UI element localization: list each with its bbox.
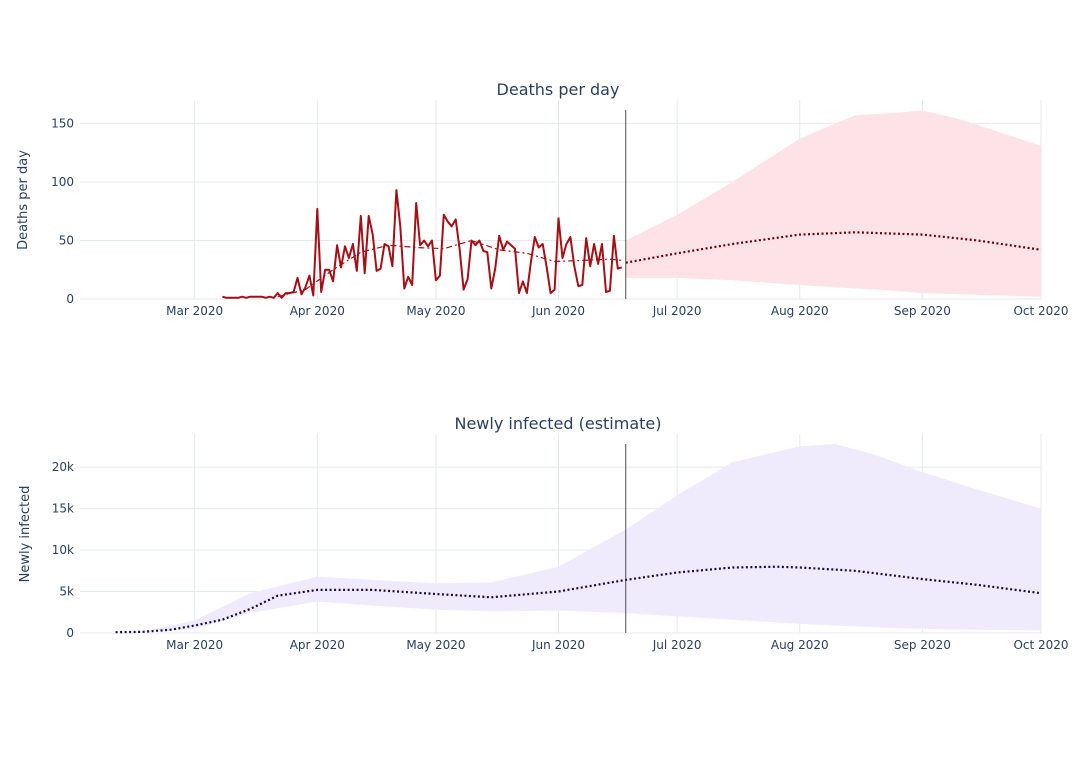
y-axis-title: Newly infected [18,486,33,583]
y-tick-label: 15k [52,502,74,516]
y-tick-label: 5k [59,585,74,599]
x-tick-label: Sep 2020 [894,304,951,318]
observed-deaths-line [222,189,623,299]
plot-area [115,444,1042,634]
x-tick-label: May 2020 [406,638,465,652]
x-tick-label: Jun 2020 [531,304,585,318]
axes: 0 50 100 150 Mar 2020 Apr 2020 May 2020 Jun 202… [51,116,1068,318]
x-tick-label: May 2020 [406,304,465,318]
deaths-chart: Deaths per day Deaths per day 0 50 100 150 M… [16,80,1069,318]
x-tick-label: Mar 2020 [166,638,223,652]
rolling-average-line [277,239,622,298]
x-tick-label: Oct 2020 [1013,304,1068,318]
x-tick-label: Apr 2020 [290,638,345,652]
y-tick-label: 10k [52,543,74,557]
y-tick-label: 150 [51,116,74,130]
chart-title: Newly infected (estimate) [454,414,661,433]
uncertainty-band [143,444,1042,633]
chart-title: Deaths per day [497,80,620,99]
y-axis-title: Deaths per day [16,150,31,250]
x-tick-label: Jul 2020 [652,304,702,318]
y-tick-label: 0 [66,626,74,640]
x-tick-label: Aug 2020 [771,638,829,652]
axes: 0 5k 10k 15k 20k Mar 2020 Apr 2020 May 2020 Jun … [52,460,1069,652]
y-tick-label: 20k [52,460,74,474]
x-tick-label: Jul 2020 [652,638,702,652]
projection-line [625,231,1042,264]
y-tick-label: 100 [51,175,74,189]
plot-area [222,110,1042,299]
x-tick-label: Oct 2020 [1013,638,1068,652]
x-tick-label: Jun 2020 [531,638,585,652]
infections-chart: Newly infected (estimate) Newly infected… [18,414,1069,652]
projection-line [115,565,1042,634]
x-tick-label: Apr 2020 [290,304,345,318]
y-tick-label: 50 [59,233,74,247]
x-tick-label: Aug 2020 [771,304,829,318]
x-tick-label: Mar 2020 [166,304,223,318]
uncertainty-band [625,110,1041,297]
y-tick-label: 0 [66,292,74,306]
x-tick-label: Sep 2020 [894,638,951,652]
